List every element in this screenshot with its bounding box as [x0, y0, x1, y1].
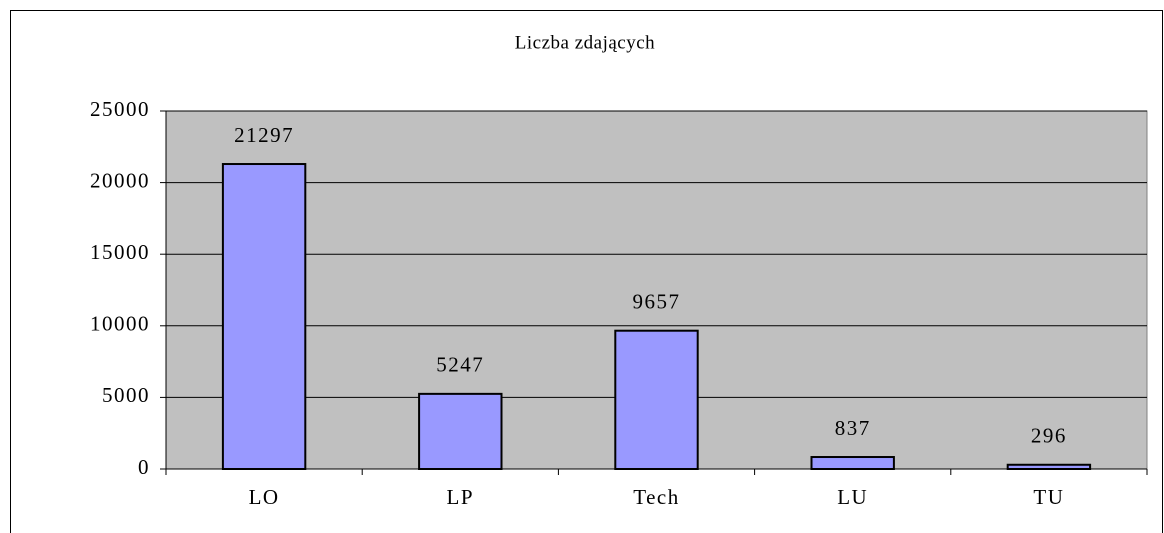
- data-label: 837: [835, 416, 871, 440]
- bar: [1006, 463, 1092, 471]
- data-label: 296: [1031, 424, 1067, 448]
- y-tick-label: 5000: [102, 383, 150, 407]
- data-label: 5247: [436, 353, 484, 377]
- y-tick-label: 10000: [90, 312, 150, 336]
- data-label: 21297: [234, 123, 294, 147]
- y-tick-label: 25000: [90, 97, 150, 121]
- data-label: 9657: [633, 290, 681, 314]
- bar: [614, 329, 699, 470]
- y-tick-label: 15000: [90, 240, 150, 264]
- x-tick-label: LU: [837, 485, 868, 509]
- y-tick-label: 0: [138, 455, 150, 479]
- x-tick-label: LO: [249, 485, 280, 509]
- x-tick-label: LP: [447, 485, 475, 509]
- x-tick-label: TU: [1033, 485, 1064, 509]
- x-tick-label: Tech: [633, 485, 680, 509]
- bar: [418, 392, 503, 470]
- chart-title: Liczba zdających: [515, 32, 655, 53]
- bar: [810, 456, 895, 470]
- bar: [221, 163, 307, 471]
- y-tick-label: 20000: [90, 168, 150, 192]
